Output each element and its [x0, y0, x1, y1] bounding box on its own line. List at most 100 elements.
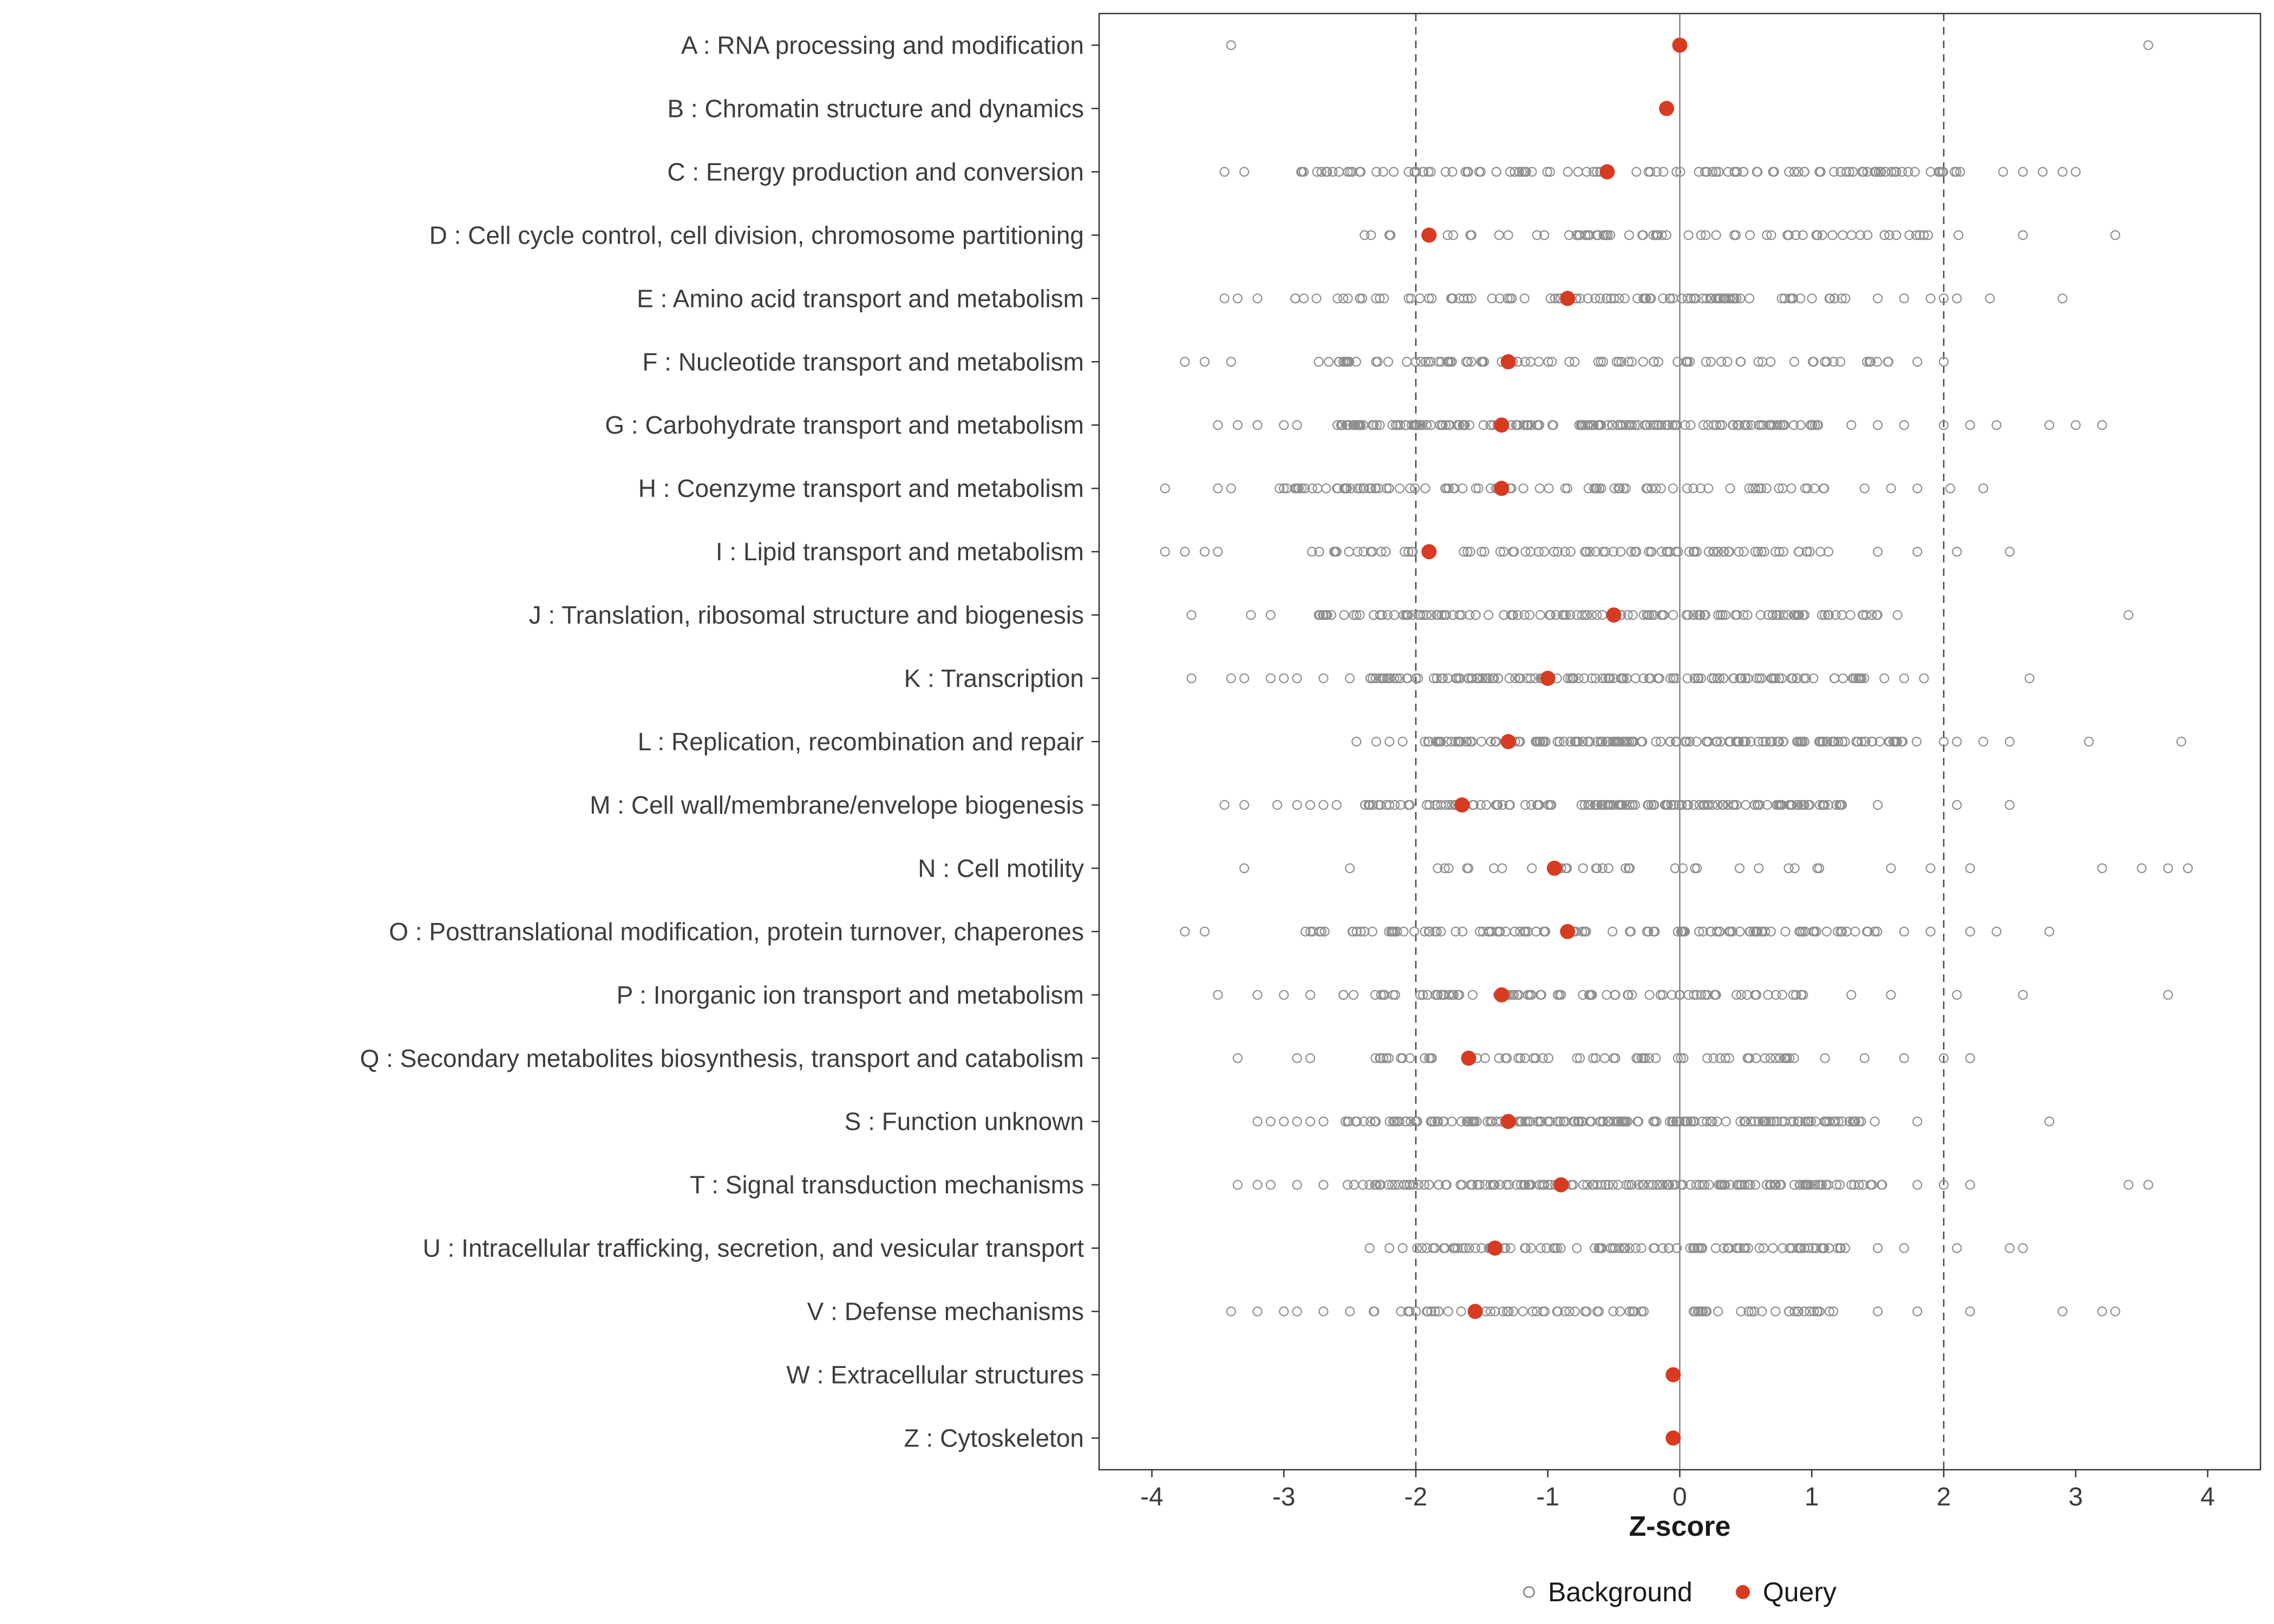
background-point — [1667, 990, 1677, 1000]
background-point — [1420, 736, 1430, 747]
background-point — [1655, 990, 1666, 1000]
background-point — [1854, 1116, 1864, 1127]
background-point — [1638, 293, 1649, 304]
background-point — [1574, 1053, 1585, 1063]
background-point — [1844, 1116, 1855, 1127]
background-point — [1624, 230, 1635, 240]
background-point — [1793, 1306, 1803, 1317]
background-point — [1515, 926, 1525, 937]
background-point — [1645, 673, 1656, 684]
background-point — [1442, 736, 1452, 747]
background-point — [1631, 167, 1642, 177]
background-point — [1484, 610, 1494, 620]
background-point — [1544, 483, 1554, 494]
background-point — [1682, 483, 1693, 494]
background-point — [1415, 420, 1426, 430]
background-point — [1321, 483, 1331, 494]
background-point — [1624, 863, 1635, 874]
background-point — [1579, 800, 1590, 810]
background-point — [1774, 483, 1784, 494]
background-point — [1564, 230, 1574, 240]
background-point — [1658, 293, 1668, 304]
background-point — [1351, 736, 1362, 747]
background-point — [1545, 1116, 1555, 1127]
background-point — [1355, 610, 1365, 620]
background-point — [1715, 736, 1726, 747]
background-point — [1608, 926, 1618, 937]
background-point — [1226, 1306, 1236, 1317]
background-point — [1806, 420, 1816, 430]
background-point — [1406, 293, 1416, 304]
background-point — [1805, 1180, 1816, 1190]
background-point — [1305, 990, 1316, 1000]
background-point — [1636, 1053, 1646, 1063]
background-point — [1252, 420, 1263, 430]
background-point — [1835, 167, 1846, 177]
background-point — [1766, 673, 1776, 684]
background-point — [1717, 1180, 1727, 1190]
background-point — [1554, 990, 1565, 1000]
background-point — [1711, 230, 1721, 240]
background-point — [1318, 1116, 1329, 1127]
background-point — [1485, 1180, 1495, 1190]
background-point — [1638, 357, 1648, 367]
background-point — [1772, 1116, 1782, 1127]
background-point — [1746, 1306, 1756, 1317]
background-point — [1590, 1243, 1600, 1253]
background-point — [1180, 547, 1190, 557]
background-point — [1525, 357, 1536, 367]
category-label: Z : Cytoskeleton — [904, 1424, 1084, 1452]
background-point — [1633, 1180, 1644, 1190]
background-point — [1502, 1306, 1512, 1317]
background-point — [1568, 1180, 1578, 1190]
background-point — [1616, 357, 1626, 367]
background-point — [1368, 1306, 1379, 1317]
background-point — [1456, 1306, 1466, 1317]
background-point — [1499, 610, 1509, 620]
background-point — [1448, 230, 1459, 240]
background-point — [1401, 1116, 1412, 1127]
background-point — [1517, 167, 1527, 177]
background-point — [1384, 736, 1395, 747]
background-point — [1867, 610, 1877, 620]
background-point — [1651, 736, 1661, 747]
background-point — [1476, 736, 1487, 747]
background-point — [1585, 736, 1595, 747]
background-point — [1440, 483, 1450, 494]
query-point — [1665, 1430, 1681, 1446]
background-point — [1725, 1180, 1735, 1190]
query-point — [1494, 481, 1510, 496]
background-point — [1608, 547, 1619, 557]
background-point — [1766, 926, 1776, 937]
background-point — [1344, 547, 1354, 557]
background-point — [1722, 357, 1733, 367]
background-point — [1583, 293, 1593, 304]
query-point — [1546, 860, 1562, 876]
background-point — [1481, 673, 1492, 684]
background-point — [1403, 293, 1414, 304]
background-point — [1462, 357, 1473, 367]
background-point — [1723, 167, 1733, 177]
background-point — [1537, 736, 1548, 747]
background-point — [1700, 167, 1710, 177]
background-point — [2110, 230, 2120, 240]
background-point — [1876, 167, 1886, 177]
background-point — [1912, 547, 1923, 557]
background-point — [1899, 420, 1909, 430]
background-point — [1832, 1180, 1842, 1190]
category-label: C : Energy production and conversion — [667, 158, 1084, 186]
background-point — [1817, 230, 1827, 240]
background-point — [1814, 736, 1824, 747]
background-point — [1397, 1243, 1408, 1253]
background-point — [1265, 673, 1276, 684]
background-point — [1837, 926, 1847, 937]
background-point — [1590, 293, 1600, 304]
background-point — [1624, 1180, 1634, 1190]
background-point — [1397, 736, 1408, 747]
background-point — [1783, 863, 1794, 874]
background-point — [1213, 990, 1223, 1000]
background-point — [1510, 167, 1520, 177]
background-point — [2004, 800, 2015, 810]
background-point — [1768, 167, 1778, 177]
background-point — [1714, 673, 1725, 684]
